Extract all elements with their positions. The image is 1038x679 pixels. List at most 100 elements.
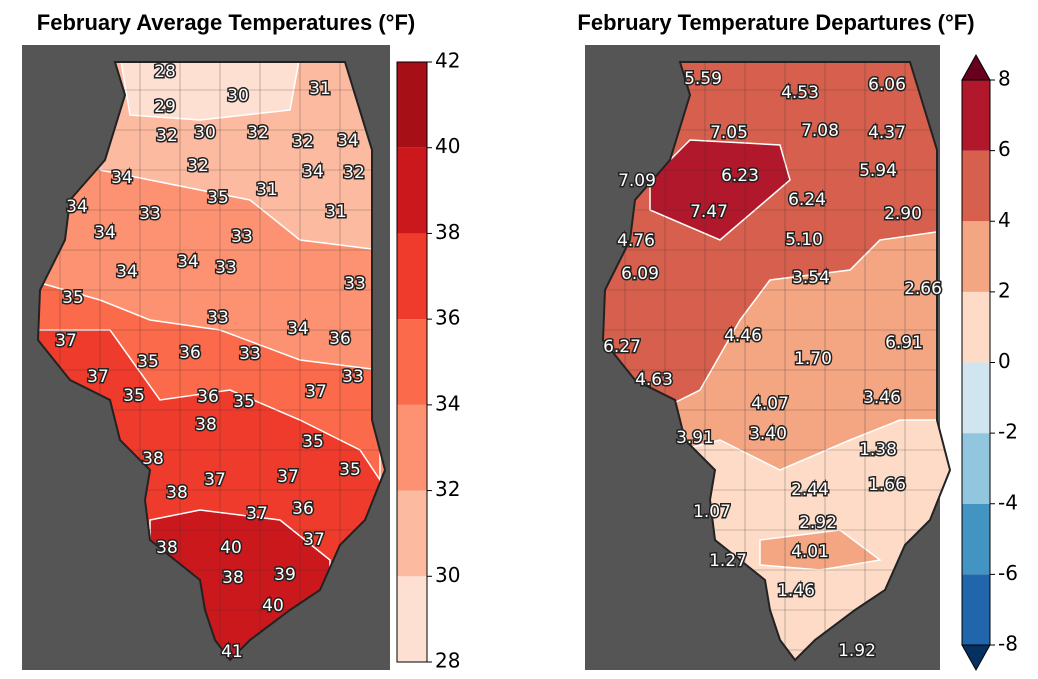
station-label: 7.47 — [690, 202, 728, 222]
station-label: 1.46 — [777, 581, 815, 601]
station-label: 2.90 — [884, 204, 922, 224]
colorbar-tick-label: 40 — [435, 134, 460, 158]
station-label: 37 — [204, 470, 226, 490]
station-label: 35 — [207, 188, 229, 208]
station-label: 37 — [87, 367, 109, 387]
station-label: 6.09 — [621, 264, 659, 284]
colorbar-band — [397, 490, 427, 577]
station-label: 3.54 — [792, 268, 830, 288]
station-label: 6.24 — [788, 190, 826, 210]
station-label: 33 — [344, 274, 366, 294]
colorbar-tick-label: 4 — [998, 208, 1011, 232]
station-label: 38 — [166, 483, 188, 503]
station-label: 32 — [156, 126, 178, 146]
station-label: 36 — [329, 329, 351, 349]
colorbar-band — [397, 319, 427, 405]
station-label: 4.46 — [724, 326, 762, 346]
colorbar-tick-label: 28 — [435, 649, 460, 673]
station-label: 38 — [156, 538, 178, 558]
station-label: 37 — [305, 382, 327, 402]
station-label: 34 — [287, 319, 309, 339]
station-label: 40 — [262, 596, 284, 616]
station-label: 34 — [66, 197, 88, 217]
colorbar-tick-label: 8 — [998, 67, 1011, 91]
colorbar-extend — [961, 644, 991, 672]
colorbar-tick-label: 36 — [435, 306, 460, 330]
station-label: 31 — [256, 180, 278, 200]
station-label: 1.07 — [693, 502, 731, 522]
station-label: 30 — [227, 86, 249, 106]
station-label: 1.70 — [794, 349, 832, 369]
station-label: 35 — [233, 392, 255, 412]
colorbar-band — [397, 62, 427, 148]
colorbar-band — [962, 362, 990, 434]
map-title: February Temperature Departures (°F) — [577, 10, 974, 35]
station-label: 33 — [342, 367, 364, 387]
station-label: 6.23 — [721, 166, 759, 186]
station-label: 39 — [274, 565, 296, 585]
station-label: 6.91 — [885, 333, 923, 353]
colorbar-tick-label: -4 — [998, 490, 1018, 514]
station-label: 5.10 — [785, 230, 823, 250]
station-label: 32 — [343, 163, 365, 183]
station-label: 1.66 — [868, 475, 906, 495]
station-label: 33 — [231, 227, 253, 247]
station-label: 4.53 — [781, 83, 819, 103]
station-label: 33 — [139, 204, 161, 224]
colorbar-tick-label: 2 — [998, 278, 1011, 302]
station-label: 2.44 — [791, 480, 829, 500]
station-label: 35 — [137, 352, 159, 372]
station-label: 1.92 — [838, 641, 876, 661]
station-label: 33 — [207, 308, 229, 328]
station-label: 36 — [179, 343, 201, 363]
station-label: 32 — [292, 132, 314, 152]
station-label: 6.06 — [868, 75, 906, 95]
colorbar-tick-label: 38 — [435, 220, 460, 244]
station-label: 34 — [94, 223, 116, 243]
colorbar-band — [397, 576, 427, 662]
station-label: 31 — [325, 202, 347, 222]
colorbar-band — [962, 291, 990, 363]
state-outline — [36, 61, 387, 662]
colorbar-extend — [961, 53, 991, 81]
contour-region — [759, 529, 882, 571]
station-label: 37 — [246, 504, 268, 524]
station-label: 3.91 — [676, 428, 714, 448]
station-label: 35 — [302, 432, 324, 452]
station-label: 40 — [220, 538, 242, 558]
station-label: 28 — [154, 62, 176, 82]
station-label: 5.94 — [859, 161, 897, 181]
station-label: 35 — [62, 288, 84, 308]
colorbar-band — [962, 80, 990, 151]
colorbar-tick-label: 30 — [435, 563, 460, 587]
colorbar-tick-label: 6 — [998, 137, 1011, 161]
station-label: 35 — [339, 460, 361, 480]
station-label: 7.05 — [710, 123, 748, 143]
station-label: 38 — [142, 449, 164, 469]
station-label: 4.07 — [751, 394, 789, 414]
station-label: 5.59 — [684, 69, 722, 89]
colorbar-band — [962, 221, 990, 292]
station-label: 34 — [177, 252, 199, 272]
station-label: 34 — [337, 131, 359, 151]
colorbar-tick-label: -8 — [998, 632, 1018, 656]
colorbar-band — [397, 233, 427, 320]
station-label: 33 — [239, 344, 261, 364]
station-label: 34 — [116, 262, 138, 282]
colorbar-band — [962, 433, 990, 504]
colorbar-band — [962, 503, 990, 575]
station-label: 4.01 — [791, 542, 829, 562]
station-label: 37 — [303, 530, 325, 550]
station-label: 31 — [309, 79, 331, 99]
colorbar-tick-label: -2 — [998, 420, 1018, 444]
map-title: February Average Temperatures (°F) — [37, 10, 415, 35]
colorbar-tick-label: 42 — [435, 49, 460, 73]
colorbar-band — [397, 404, 427, 491]
station-label: 38 — [195, 415, 217, 435]
station-label: 38 — [222, 568, 244, 588]
contour-region — [119, 62, 301, 121]
station-label: 3.40 — [749, 424, 787, 444]
station-label: 4.63 — [635, 370, 673, 390]
station-label: 32 — [247, 123, 269, 143]
